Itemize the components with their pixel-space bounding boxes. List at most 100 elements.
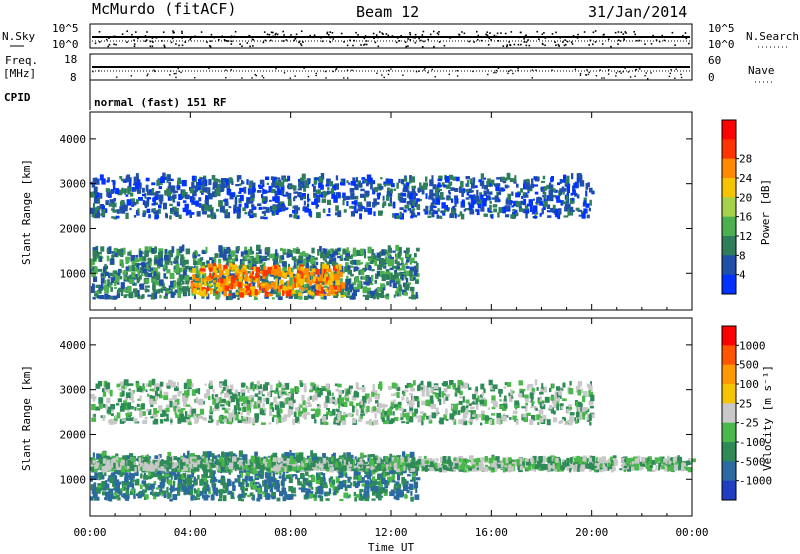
velocity-cell	[562, 458, 565, 463]
power-cell	[258, 258, 264, 262]
power-cell	[279, 279, 284, 285]
power-cell	[324, 248, 328, 255]
power-cell	[204, 204, 208, 211]
power-cell	[158, 279, 164, 285]
power-cell	[295, 264, 298, 269]
velocity-cell	[190, 495, 194, 501]
power-cell	[405, 266, 410, 269]
velocity-cell	[384, 485, 389, 488]
power-cell	[176, 201, 181, 207]
noise-point	[357, 34, 359, 36]
power-cell	[559, 178, 562, 184]
power-cell	[372, 255, 377, 260]
power-cell	[445, 184, 451, 189]
power-cell	[220, 273, 225, 278]
freq-point	[510, 69, 512, 71]
velocity-cell	[115, 470, 120, 474]
power-cell	[109, 284, 112, 288]
noise-point	[510, 31, 513, 33]
velocity-cell	[170, 485, 175, 492]
power-cell	[491, 197, 496, 200]
power-cell	[111, 254, 115, 261]
power-cell	[525, 210, 530, 214]
power-cell	[92, 249, 98, 257]
power-cell	[222, 254, 227, 260]
freq-point	[98, 70, 100, 72]
power-cell	[452, 205, 455, 211]
velocity-cell	[385, 480, 388, 485]
power-cell	[256, 244, 261, 252]
power-cell	[238, 203, 242, 208]
power-cell	[478, 179, 482, 183]
freq-point	[650, 72, 652, 74]
power-cell	[293, 283, 296, 288]
power-cell	[246, 265, 249, 269]
power-cell	[386, 183, 391, 186]
power-cell	[578, 174, 583, 182]
velocity-cell	[115, 495, 118, 498]
power-cell	[219, 249, 223, 256]
velocity-cell	[98, 475, 101, 481]
power-cell	[172, 206, 177, 212]
freq-point	[551, 69, 553, 71]
velocity-cell	[242, 456, 246, 464]
freq-point	[387, 73, 390, 76]
power-cell	[350, 211, 355, 217]
power-cell	[274, 191, 278, 198]
velocity-cell	[368, 468, 372, 474]
power-cell	[351, 293, 354, 300]
power-cell	[211, 259, 215, 267]
power-cell	[284, 207, 288, 211]
velocity-cell	[378, 487, 383, 494]
power-cell	[99, 295, 105, 300]
power-cell	[106, 284, 110, 288]
noise-point	[105, 38, 108, 41]
power-cell	[159, 251, 164, 256]
velocity-cell	[610, 469, 614, 473]
power-cell	[347, 269, 352, 275]
power-cell	[297, 188, 302, 191]
power-cell	[125, 267, 128, 275]
power-cell	[349, 205, 354, 209]
noise-point	[387, 34, 390, 37]
power-cell	[230, 283, 234, 290]
velocity-cell	[369, 471, 373, 476]
power-cell	[331, 257, 337, 264]
power-cell	[277, 189, 282, 196]
velocity-cell	[223, 459, 227, 466]
power-cell	[189, 214, 192, 218]
power-cell	[316, 289, 319, 296]
velocity-cell	[372, 476, 376, 482]
power-cell	[207, 214, 212, 218]
power-cell	[542, 191, 546, 195]
power-cell	[308, 198, 311, 201]
power-cell	[193, 200, 199, 205]
noise-point	[252, 39, 255, 41]
power-cell	[92, 254, 97, 262]
velocity-cell	[307, 457, 312, 462]
power-cell	[337, 210, 342, 218]
freq-point	[608, 69, 610, 71]
noise-point	[223, 39, 226, 41]
power-cell	[232, 282, 236, 289]
power-cell	[192, 267, 196, 274]
power-cell	[330, 188, 335, 194]
power-cell	[438, 175, 443, 181]
velocity-cell	[207, 455, 211, 463]
power-cell	[384, 256, 388, 259]
power-cell	[411, 289, 415, 297]
noise-tick-right-bottom: 10^0	[708, 38, 735, 51]
power-cell	[209, 283, 213, 287]
power-cell	[342, 197, 347, 201]
power-cell	[265, 282, 268, 285]
power-cell	[147, 294, 152, 297]
velocity-cell	[377, 474, 380, 481]
noise-point	[363, 44, 365, 46]
power-cell	[314, 198, 318, 205]
beam-title: Beam 12	[356, 3, 419, 21]
velocity-cell	[595, 457, 598, 463]
power-cell	[109, 199, 114, 203]
noise-point	[293, 39, 295, 42]
power-cell	[432, 184, 437, 190]
